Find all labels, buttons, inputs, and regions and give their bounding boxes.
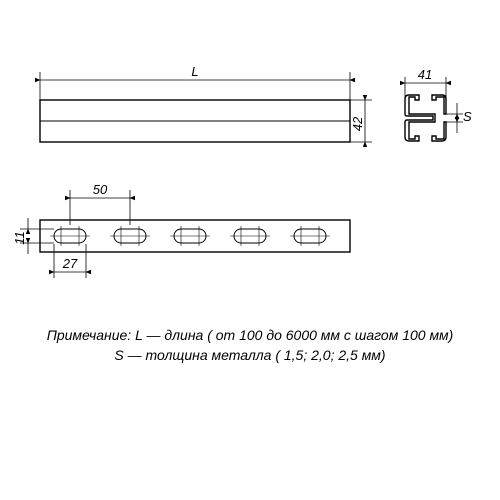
plan-view: 50 11 27 bbox=[12, 182, 350, 278]
dim-thickness-label: S bbox=[463, 109, 472, 124]
dim-slot-height-label: 11 bbox=[12, 231, 27, 245]
dim-profile-width-label: 41 bbox=[418, 67, 432, 82]
side-view: L 42 bbox=[40, 64, 372, 142]
dim-height-label: 42 bbox=[350, 116, 365, 131]
slots bbox=[50, 226, 330, 246]
profile-view: 41 S bbox=[405, 67, 472, 141]
note-line-2: S — толщина металла ( 1,5; 2,0; 2,5 мм) bbox=[114, 347, 385, 363]
dim-length-label: L bbox=[191, 64, 198, 79]
note-line-1: Примечание: L — длина ( от 100 до 6000 м… bbox=[47, 327, 454, 343]
technical-drawing: L 42 41 S bbox=[0, 0, 500, 500]
dim-slot-length-label: 27 bbox=[62, 256, 78, 271]
dim-pitch-label: 50 bbox=[93, 182, 108, 197]
